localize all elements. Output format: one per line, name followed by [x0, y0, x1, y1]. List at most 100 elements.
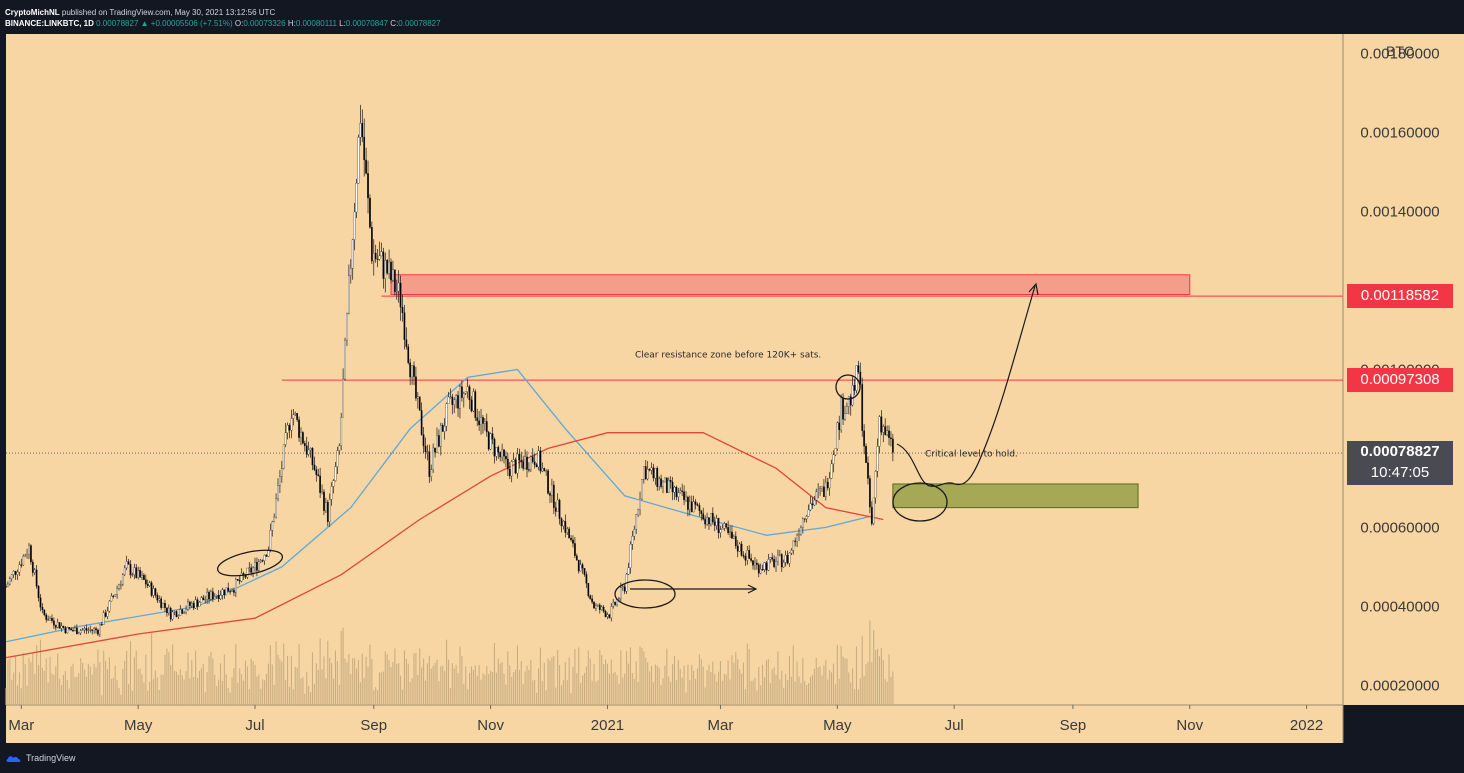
candle-body	[470, 399, 473, 412]
candle-body	[507, 458, 509, 470]
candle-body	[769, 557, 772, 560]
candle-body	[139, 570, 141, 578]
candle-body	[307, 449, 310, 455]
candle-body	[120, 584, 122, 586]
candle-body	[378, 255, 381, 260]
last-price-tag[interactable]: 0.00078827 10:47:05	[1347, 441, 1453, 486]
candle-body	[47, 619, 49, 621]
candle-body	[821, 486, 823, 489]
candle-body	[340, 416, 343, 446]
candle-body	[143, 575, 145, 580]
candle-body	[621, 586, 624, 588]
candle-body	[192, 603, 195, 609]
symbol-label[interactable]: BINANCE:LINKBTC, 1D	[5, 19, 94, 28]
candle-body	[212, 591, 214, 600]
candle-body	[277, 485, 279, 499]
candle-body	[7, 583, 9, 587]
time-scale[interactable]	[6, 705, 1343, 743]
x-tick-label: Mar	[708, 717, 734, 734]
candle-body	[26, 554, 28, 557]
candle-body	[495, 447, 498, 457]
candle-body	[644, 466, 647, 480]
candle-body	[173, 611, 176, 613]
candle-body	[892, 438, 894, 453]
candle-body	[788, 552, 791, 564]
candle-body	[342, 378, 344, 418]
candle-body	[279, 476, 281, 486]
candle-body	[403, 312, 406, 340]
candle-body	[834, 448, 837, 456]
candle-body	[106, 610, 109, 617]
candle-body	[311, 448, 314, 466]
candle-body	[529, 456, 532, 470]
candle-body	[426, 451, 429, 453]
candle-body	[602, 606, 605, 612]
candle-body	[72, 630, 74, 632]
candle-body	[434, 447, 436, 453]
candle-body	[522, 461, 525, 469]
candle-body	[485, 421, 488, 433]
candle-body	[832, 454, 835, 465]
candle-body	[756, 562, 758, 565]
candle-body	[93, 628, 95, 631]
candle-body	[524, 456, 526, 469]
candle-body	[665, 477, 668, 493]
level-price-tag-0[interactable]: 0.00118582	[1347, 284, 1453, 309]
candle-body	[579, 564, 582, 572]
candle-body	[397, 282, 400, 292]
level-price-tag-1[interactable]: 0.00097308	[1347, 368, 1453, 393]
candle-body	[284, 432, 287, 445]
candle-body	[639, 498, 641, 511]
candle-body	[796, 535, 798, 542]
candle-body	[633, 529, 636, 537]
candle-body	[382, 251, 385, 279]
candle-body	[826, 481, 829, 489]
candle-body	[326, 502, 329, 522]
candle-body	[533, 461, 536, 465]
candle-body	[204, 599, 207, 601]
candle-body	[81, 629, 84, 631]
candle-body	[294, 413, 297, 415]
candle-body	[512, 459, 515, 462]
candle-body	[784, 554, 787, 563]
x-axis-ticks: Mar May Jul Sep Nov 2021 Mar May Jul Sep Nov 2022	[8, 705, 1323, 734]
candle-body	[303, 443, 306, 446]
candle-body	[819, 488, 821, 491]
candle-body	[846, 406, 848, 414]
candle-body	[116, 588, 118, 595]
candle-body	[568, 528, 570, 539]
candle-body	[235, 579, 237, 593]
candle-body	[719, 529, 722, 533]
candle-body	[137, 570, 140, 578]
close-value: 0.00078827	[398, 19, 441, 28]
candle-body	[585, 574, 588, 584]
candle-body	[256, 562, 258, 571]
candle-body	[836, 422, 839, 449]
candle-body	[556, 499, 559, 512]
candle-body	[763, 562, 766, 570]
tradingview-logo[interactable]: TradingView	[6, 753, 76, 763]
x-tick-label: Sep	[360, 717, 387, 734]
price-chart[interactable]: Clear resistance zone before 120K+ sats.…	[0, 34, 1464, 743]
y-tick-label: 0.00040000	[1360, 598, 1439, 615]
candle-body	[652, 467, 655, 479]
y-tick-label: 0.00180000	[1360, 46, 1439, 63]
candle-body	[869, 478, 871, 508]
candle-body	[367, 173, 369, 199]
author-name[interactable]: CryptoMichNL	[5, 8, 60, 17]
candle-body	[803, 518, 806, 520]
candle-body	[85, 628, 88, 631]
candle-body	[472, 391, 475, 412]
candle-body	[252, 567, 254, 573]
plot-area[interactable]	[6, 34, 1343, 705]
candle-body	[731, 531, 733, 539]
candle-body	[361, 123, 364, 138]
candle-body	[76, 627, 78, 635]
candle-body	[510, 461, 513, 477]
candle-body	[597, 604, 599, 606]
projection-path	[896, 285, 1036, 487]
candle-body	[610, 606, 613, 619]
candle-body	[99, 624, 101, 635]
candle-body	[62, 625, 65, 628]
candle-body	[355, 182, 358, 213]
